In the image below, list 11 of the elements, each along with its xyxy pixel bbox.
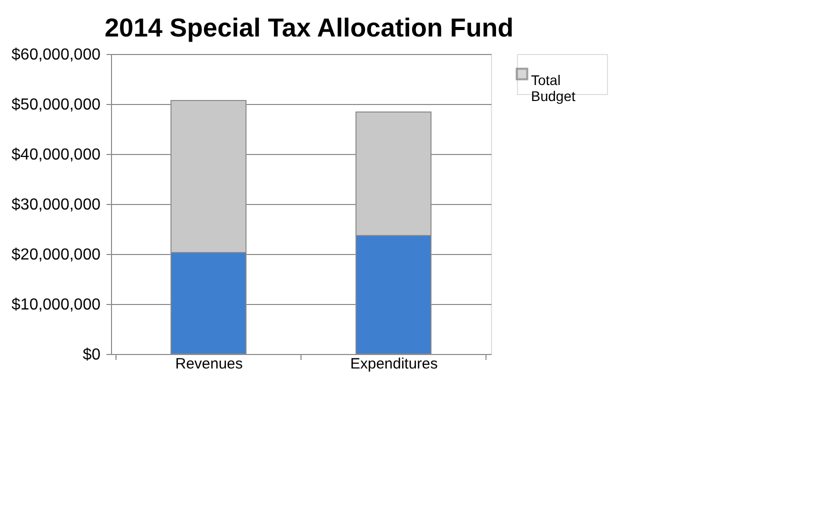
y-tick-label: $20,000,000: [12, 246, 101, 264]
x-tick-label: Expenditures: [350, 356, 438, 372]
y-tick-label: $30,000,000: [12, 196, 101, 214]
x-tick-label: Revenues: [175, 356, 243, 372]
legend-label: Total Budget: [531, 72, 576, 104]
y-tick-label: $10,000,000: [12, 296, 101, 314]
y-tick-label: $40,000,000: [12, 146, 101, 164]
y-tick-label: $0: [82, 346, 101, 364]
y-tick-label: $60,000,000: [12, 46, 101, 64]
y-tick-label: $50,000,000: [12, 96, 101, 114]
chart-title: 2014 Special Tax Allocation Fund: [104, 12, 514, 42]
